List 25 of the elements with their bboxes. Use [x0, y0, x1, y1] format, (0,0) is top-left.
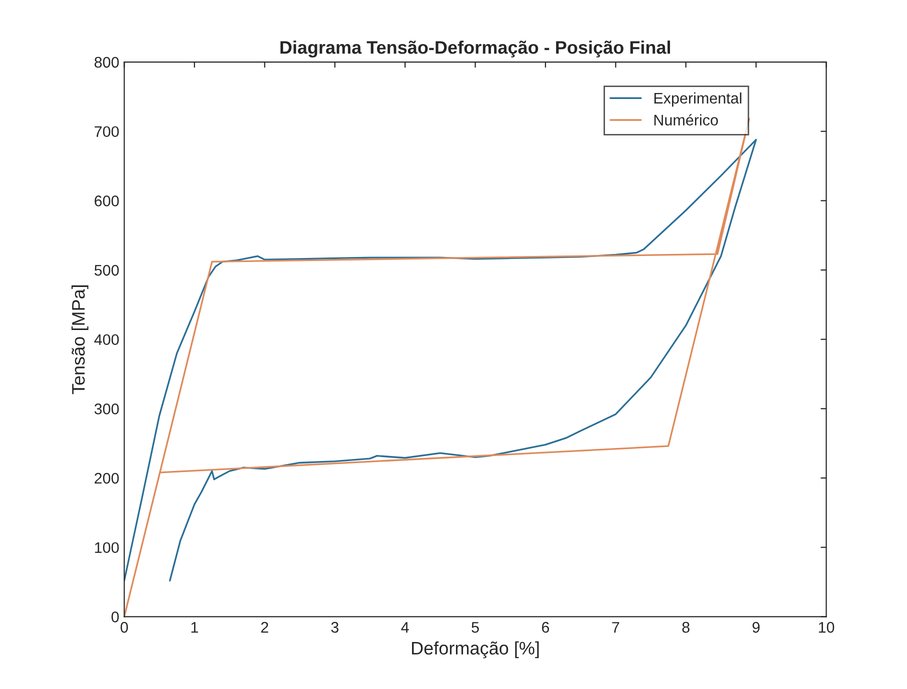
- chart-title: Diagrama Tensão-Deformação - Posição Final: [280, 40, 670, 58]
- x-tick-label: 1: [191, 622, 198, 633]
- y-tick-label: 800: [94, 56, 119, 68]
- x-tick-label: 4: [401, 622, 409, 633]
- x-tick-label: 9: [752, 622, 760, 633]
- x-tick-label: 8: [682, 622, 690, 633]
- y-tick-label: 600: [94, 196, 119, 206]
- y-tick-label: 300: [94, 404, 119, 414]
- y-axis-title: Tensão [MPa]: [72, 285, 88, 394]
- x-tick-label: 6: [542, 622, 550, 633]
- x-tick-label: 2: [261, 622, 268, 633]
- x-axis-title: Deformação [%]: [412, 641, 539, 658]
- y-tick-label: 0: [112, 612, 119, 622]
- x-tick-label: 0: [120, 622, 128, 633]
- y-tick-label: 200: [94, 472, 119, 484]
- x-tick-label: 5: [472, 622, 479, 633]
- y-tick-label: 100: [95, 542, 119, 554]
- x-tick-label: 7: [612, 622, 620, 633]
- x-tick-label: 3: [331, 622, 338, 633]
- y-tick-label: 400: [94, 334, 119, 346]
- y-tick-label: 500: [94, 264, 119, 276]
- y-tick-label: 700: [94, 126, 119, 138]
- legend-label: Experimental: [654, 92, 742, 107]
- x-tick-label: 10: [818, 622, 834, 633]
- legend-label: Numérico: [654, 114, 718, 126]
